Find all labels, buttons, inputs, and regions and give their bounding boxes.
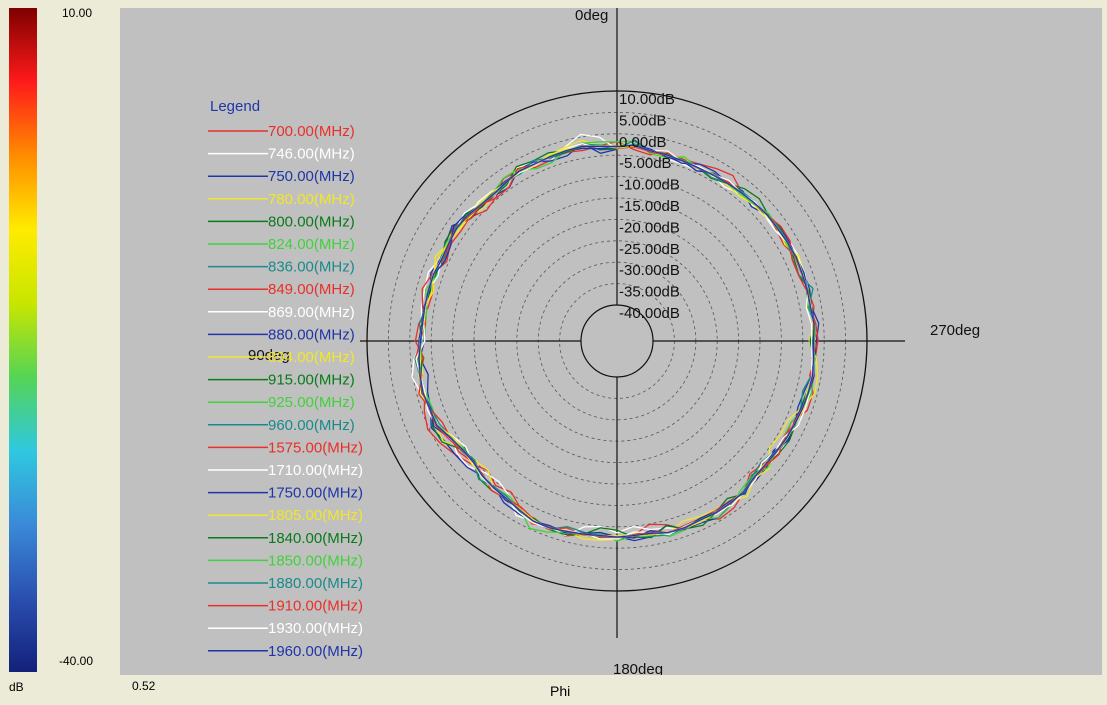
legend-item-label: 1930.00(MHz) [268, 620, 363, 637]
legend-item-label: 1575.00(MHz) [268, 439, 363, 456]
ring-label: -5.00dB [619, 155, 672, 172]
legend-item-label: 880.00(MHz) [268, 326, 355, 343]
colorbar-unit-label: dB [9, 680, 24, 694]
legend-item-label: 1960.00(MHz) [268, 643, 363, 660]
colorbar-gradient [9, 8, 37, 672]
legend-item-label: 746.00(MHz) [268, 146, 355, 163]
ring-label: 0.00dB [619, 134, 667, 151]
ring-label: -35.00dB [619, 284, 680, 301]
colorbar-min-label: -40.00 [59, 654, 94, 668]
ring-label: -40.00dB [619, 305, 680, 322]
ring-label: -10.00dB [619, 177, 680, 194]
footer-axis-name: Phi [550, 683, 571, 699]
legend-item-label: 960.00(MHz) [268, 417, 355, 434]
ring-label: -15.00dB [619, 198, 680, 215]
left-direction-label: 90deg [248, 347, 290, 364]
legend-item-label: 1805.00(MHz) [268, 507, 363, 524]
footer-value: 0.52 [132, 679, 156, 693]
legend-item-label: 849.00(MHz) [268, 281, 355, 298]
legend-item-label: 869.00(MHz) [268, 304, 355, 321]
legend-item-label: 1710.00(MHz) [268, 462, 363, 479]
legend-item-label: 1910.00(MHz) [268, 598, 363, 615]
series-group [411, 133, 820, 542]
series-line [418, 144, 815, 538]
legend-item-label: 780.00(MHz) [268, 191, 355, 208]
legend: Legend 700.00(MHz) 746.00(MHz) 750.00(MHz)… [208, 98, 363, 660]
top-direction-label: 0deg [575, 8, 608, 24]
legend-item-label: 1880.00(MHz) [268, 575, 363, 592]
polar-chart: 10.00dB 5.00dB 0.00dB -5.00dB -10.00dB -15.00… [208, 8, 980, 675]
colorbar-max-label: 10.00 [62, 6, 93, 20]
legend-item-label: 700.00(MHz) [268, 123, 355, 140]
ring-label: 10.00dB [619, 91, 675, 108]
ring-labels: 10.00dB 5.00dB 0.00dB -5.00dB -10.00dB -15.00… [619, 91, 680, 322]
legend-item-label: 925.00(MHz) [268, 394, 355, 411]
bottom-direction-label: 180deg [613, 661, 663, 675]
right-direction-label: 270deg [930, 322, 980, 339]
legend-item-label: 1840.00(MHz) [268, 530, 363, 547]
ring-label: -25.00dB [619, 241, 680, 258]
bottom-bar: 0.52 Phi [120, 675, 1107, 705]
legend-title: Legend [210, 98, 260, 115]
colorbar-panel: 10.00 -40.00 dB [0, 0, 120, 705]
legend-item-label: 800.00(MHz) [268, 213, 355, 230]
legend-item-label: 750.00(MHz) [268, 168, 355, 185]
legend-item-label: 894.00(MHz) [268, 349, 355, 366]
legend-item-label: 1850.00(MHz) [268, 552, 363, 569]
legend-item-label: 915.00(MHz) [268, 372, 355, 389]
ring-label: -30.00dB [619, 262, 680, 279]
series-line [416, 140, 817, 542]
legend-item-label: 824.00(MHz) [268, 236, 355, 253]
ring-label: 5.00dB [619, 112, 667, 129]
polar-plot-area: 10.00dB 5.00dB 0.00dB -5.00dB -10.00dB -15.00… [120, 8, 1102, 675]
legend-item-label: 1750.00(MHz) [268, 485, 363, 502]
center-circle [580, 304, 654, 378]
legend-item-label: 836.00(MHz) [268, 259, 355, 276]
ring-label: -20.00dB [619, 219, 680, 236]
